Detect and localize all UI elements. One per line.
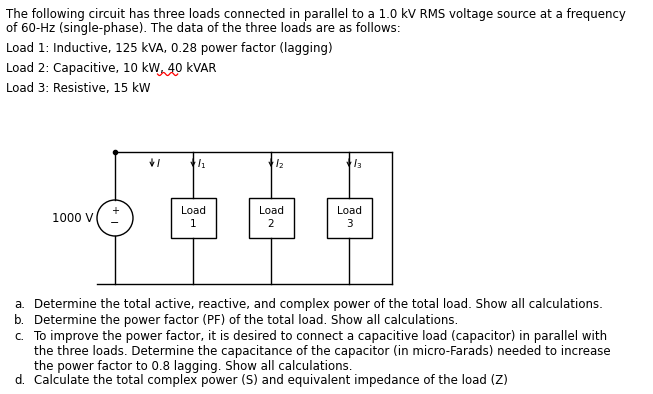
Text: Load: Load xyxy=(259,206,283,216)
Text: d.: d. xyxy=(14,374,25,387)
Text: Load: Load xyxy=(180,206,206,216)
Text: To improve the power factor, it is desired to connect a capacitive load (capacit: To improve the power factor, it is desir… xyxy=(34,330,611,373)
Text: Determine the power factor (PF) of the total load. Show all calculations.: Determine the power factor (PF) of the t… xyxy=(34,314,458,327)
Text: Load 1: Inductive, 125 kVA, 0.28 power factor (lagging): Load 1: Inductive, 125 kVA, 0.28 power f… xyxy=(6,42,332,55)
Text: of 60-Hz (single-phase). The data of the three loads are as follows:: of 60-Hz (single-phase). The data of the… xyxy=(6,22,401,35)
Text: −: − xyxy=(110,218,119,228)
Text: Calculate the total complex power (S) and equivalent impedance of the load (Z): Calculate the total complex power (S) an… xyxy=(34,374,508,387)
Text: c.: c. xyxy=(14,330,24,343)
Text: $\mathit{I}_3$: $\mathit{I}_3$ xyxy=(353,157,362,171)
Bar xyxy=(249,198,293,238)
Text: $\mathit{I}_2$: $\mathit{I}_2$ xyxy=(275,157,284,171)
Text: a.: a. xyxy=(14,298,25,311)
Text: Load 2: Capacitive, 10 kW, 40 kVAR: Load 2: Capacitive, 10 kW, 40 kVAR xyxy=(6,62,217,75)
Text: 1000 V: 1000 V xyxy=(52,212,93,225)
Text: +: + xyxy=(111,206,119,216)
Text: b.: b. xyxy=(14,314,25,327)
Text: Load: Load xyxy=(336,206,362,216)
Bar xyxy=(326,198,372,238)
Text: $\mathit{I}$: $\mathit{I}$ xyxy=(156,157,161,169)
Bar xyxy=(170,198,215,238)
Text: $\mathit{I}_1$: $\mathit{I}_1$ xyxy=(197,157,206,171)
Text: 2: 2 xyxy=(268,219,274,229)
Text: The following circuit has three loads connected in parallel to a 1.0 kV RMS volt: The following circuit has three loads co… xyxy=(6,8,626,21)
Text: 1: 1 xyxy=(189,219,197,229)
Text: 3: 3 xyxy=(345,219,353,229)
Text: Load 3: Resistive, 15 kW: Load 3: Resistive, 15 kW xyxy=(6,82,150,95)
Text: Determine the total active, reactive, and complex power of the total load. Show : Determine the total active, reactive, an… xyxy=(34,298,603,311)
